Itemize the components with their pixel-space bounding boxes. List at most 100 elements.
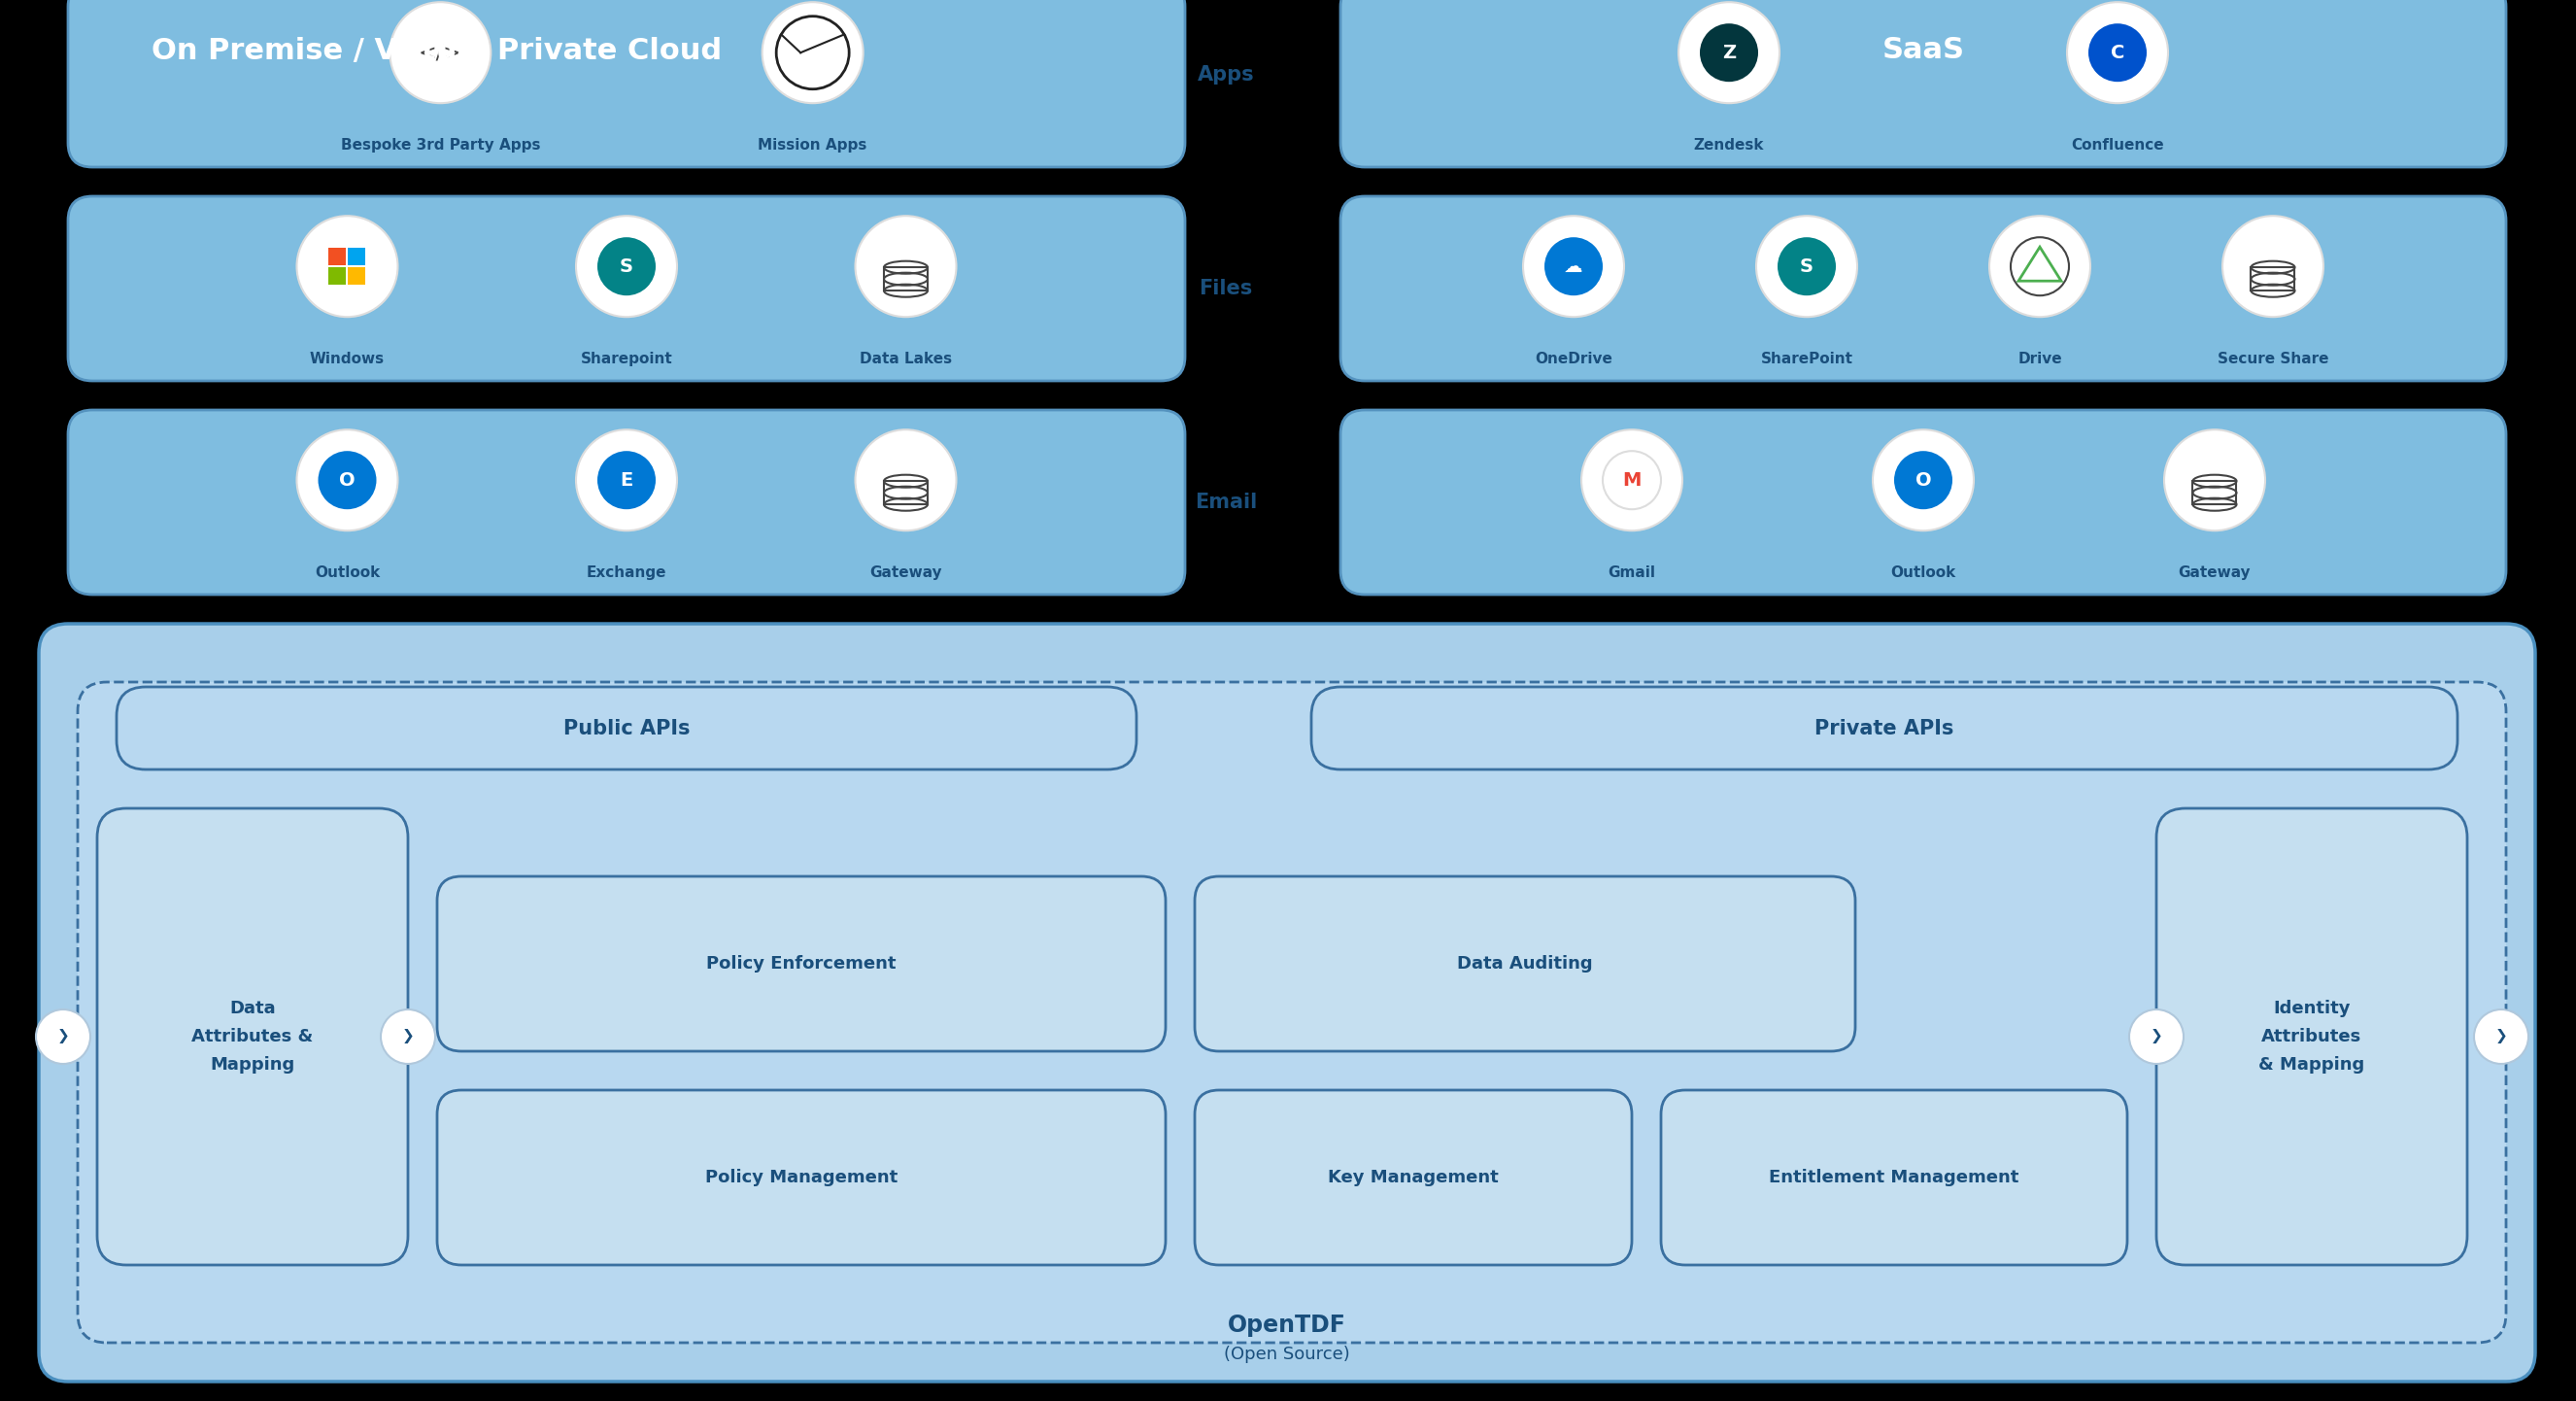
Text: Private APIs: Private APIs	[1814, 719, 1955, 738]
Text: Bespoke 3rd Party Apps: Bespoke 3rd Party Apps	[340, 137, 541, 153]
Text: Key Management: Key Management	[1329, 1168, 1499, 1187]
FancyBboxPatch shape	[1340, 196, 2506, 381]
Text: Mission Apps: Mission Apps	[757, 137, 868, 153]
Text: SaaS: SaaS	[1883, 36, 1965, 64]
Circle shape	[577, 216, 677, 317]
FancyBboxPatch shape	[1340, 410, 2506, 594]
Circle shape	[1873, 430, 1973, 531]
Text: OpenTDF: OpenTDF	[1229, 1314, 1347, 1337]
Circle shape	[317, 451, 376, 510]
FancyBboxPatch shape	[1311, 686, 2458, 769]
Circle shape	[1546, 237, 1602, 296]
Text: SharePoint: SharePoint	[1759, 352, 1852, 366]
Text: S: S	[1801, 258, 1814, 276]
Circle shape	[1582, 430, 1682, 531]
FancyBboxPatch shape	[67, 196, 1185, 381]
Circle shape	[1757, 216, 1857, 317]
Circle shape	[36, 1010, 90, 1063]
Text: Public APIs: Public APIs	[564, 719, 690, 738]
Text: Gmail: Gmail	[1607, 566, 1656, 580]
Text: S: S	[621, 258, 634, 276]
Circle shape	[2164, 430, 2264, 531]
Text: On Premise / Virtual Private Cloud: On Premise / Virtual Private Cloud	[152, 36, 721, 64]
Circle shape	[1989, 216, 2089, 317]
Bar	[348, 248, 366, 265]
Text: Zendesk: Zendesk	[1695, 137, 1765, 153]
FancyBboxPatch shape	[67, 410, 1185, 594]
Text: ❯: ❯	[57, 1030, 70, 1044]
Circle shape	[855, 430, 956, 531]
Text: ☁: ☁	[1564, 258, 1584, 276]
Text: ❯: ❯	[2151, 1030, 2164, 1044]
Circle shape	[2223, 216, 2324, 317]
Bar	[2192, 481, 2236, 504]
FancyBboxPatch shape	[2156, 808, 2468, 1265]
Text: Email: Email	[1195, 493, 1257, 511]
Text: Windows: Windows	[309, 352, 384, 366]
Circle shape	[855, 216, 956, 317]
Text: (Open Source): (Open Source)	[1224, 1345, 1350, 1363]
Text: Z: Z	[1723, 43, 1736, 62]
FancyBboxPatch shape	[67, 0, 1185, 167]
Bar	[2251, 268, 2295, 290]
Circle shape	[296, 216, 397, 317]
Text: O: O	[340, 471, 355, 489]
Text: Confluence: Confluence	[2071, 137, 2164, 153]
Circle shape	[389, 3, 492, 104]
Circle shape	[2066, 3, 2169, 104]
FancyBboxPatch shape	[1195, 877, 1855, 1051]
Text: Data
Attributes &
Mapping: Data Attributes & Mapping	[191, 999, 314, 1073]
Text: Secure Share: Secure Share	[2218, 352, 2329, 366]
Text: Gateway: Gateway	[2179, 566, 2251, 580]
Text: E: E	[621, 471, 634, 489]
Text: Outlook: Outlook	[314, 566, 379, 580]
Circle shape	[1893, 451, 1953, 510]
Text: Drive: Drive	[2017, 352, 2061, 366]
Text: Exchange: Exchange	[587, 566, 667, 580]
Text: OneDrive: OneDrive	[1535, 352, 1613, 366]
FancyBboxPatch shape	[438, 1090, 1164, 1265]
Circle shape	[381, 1010, 435, 1063]
FancyBboxPatch shape	[1662, 1090, 2128, 1265]
Circle shape	[577, 430, 677, 531]
Text: C: C	[2110, 43, 2125, 62]
Text: </>: </>	[420, 43, 461, 63]
Circle shape	[1522, 216, 1623, 317]
Bar	[330, 248, 345, 265]
Text: M: M	[1623, 471, 1641, 489]
Text: ❯: ❯	[2496, 1030, 2506, 1044]
Text: Apps: Apps	[1198, 64, 1255, 84]
Circle shape	[598, 237, 657, 296]
FancyBboxPatch shape	[1340, 0, 2506, 167]
Text: Outlook: Outlook	[1891, 566, 1955, 580]
Circle shape	[2089, 24, 2146, 81]
FancyBboxPatch shape	[1195, 1090, 1631, 1265]
FancyBboxPatch shape	[77, 682, 2506, 1342]
Bar	[330, 268, 345, 284]
Text: O: O	[1914, 471, 1932, 489]
Circle shape	[762, 3, 863, 104]
Circle shape	[598, 451, 657, 510]
Circle shape	[1680, 3, 1780, 104]
Text: ❯: ❯	[402, 1030, 415, 1044]
Text: Data Auditing: Data Auditing	[1458, 955, 1592, 972]
Circle shape	[296, 430, 397, 531]
Text: Gateway: Gateway	[871, 566, 943, 580]
Text: Data Lakes: Data Lakes	[860, 352, 953, 366]
Circle shape	[1700, 24, 1759, 81]
Bar	[884, 481, 927, 504]
FancyBboxPatch shape	[438, 877, 1164, 1051]
Text: Policy Management: Policy Management	[706, 1168, 896, 1187]
Bar	[348, 268, 366, 284]
Text: Entitlement Management: Entitlement Management	[1770, 1168, 2020, 1187]
Circle shape	[2130, 1010, 2184, 1063]
FancyBboxPatch shape	[39, 623, 2535, 1381]
Text: Identity
Attributes
& Mapping: Identity Attributes & Mapping	[2259, 999, 2365, 1073]
Circle shape	[1777, 237, 1837, 296]
Circle shape	[1602, 451, 1662, 510]
Text: Policy Enforcement: Policy Enforcement	[706, 955, 896, 972]
Text: Sharepoint: Sharepoint	[580, 352, 672, 366]
FancyBboxPatch shape	[116, 686, 1136, 769]
Circle shape	[2473, 1010, 2530, 1063]
Text: Files: Files	[1198, 279, 1252, 298]
